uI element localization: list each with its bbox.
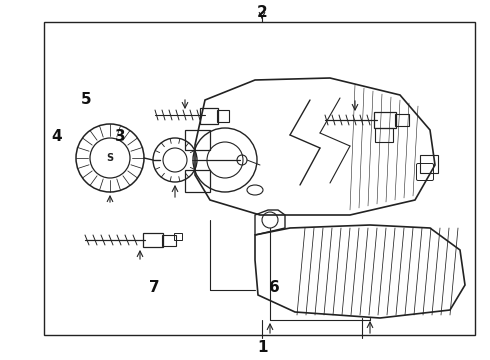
Bar (174, 233, 182, 240)
Bar (185, 170, 210, 192)
Text: 3: 3 (115, 129, 125, 144)
Bar (217, 110, 229, 122)
Text: 4: 4 (51, 129, 62, 144)
Bar (420, 155, 438, 173)
Bar (185, 130, 210, 150)
Text: S: S (106, 153, 114, 163)
Bar (162, 235, 176, 246)
Bar (375, 128, 393, 142)
Text: 7: 7 (149, 280, 160, 296)
Bar (143, 233, 163, 247)
Text: 2: 2 (257, 5, 268, 20)
Bar (44, 22, 475, 335)
Bar (374, 112, 396, 128)
Bar (395, 114, 409, 126)
Text: 1: 1 (257, 340, 268, 355)
Bar (200, 108, 218, 124)
Text: 6: 6 (269, 280, 280, 296)
Text: 5: 5 (80, 91, 91, 107)
